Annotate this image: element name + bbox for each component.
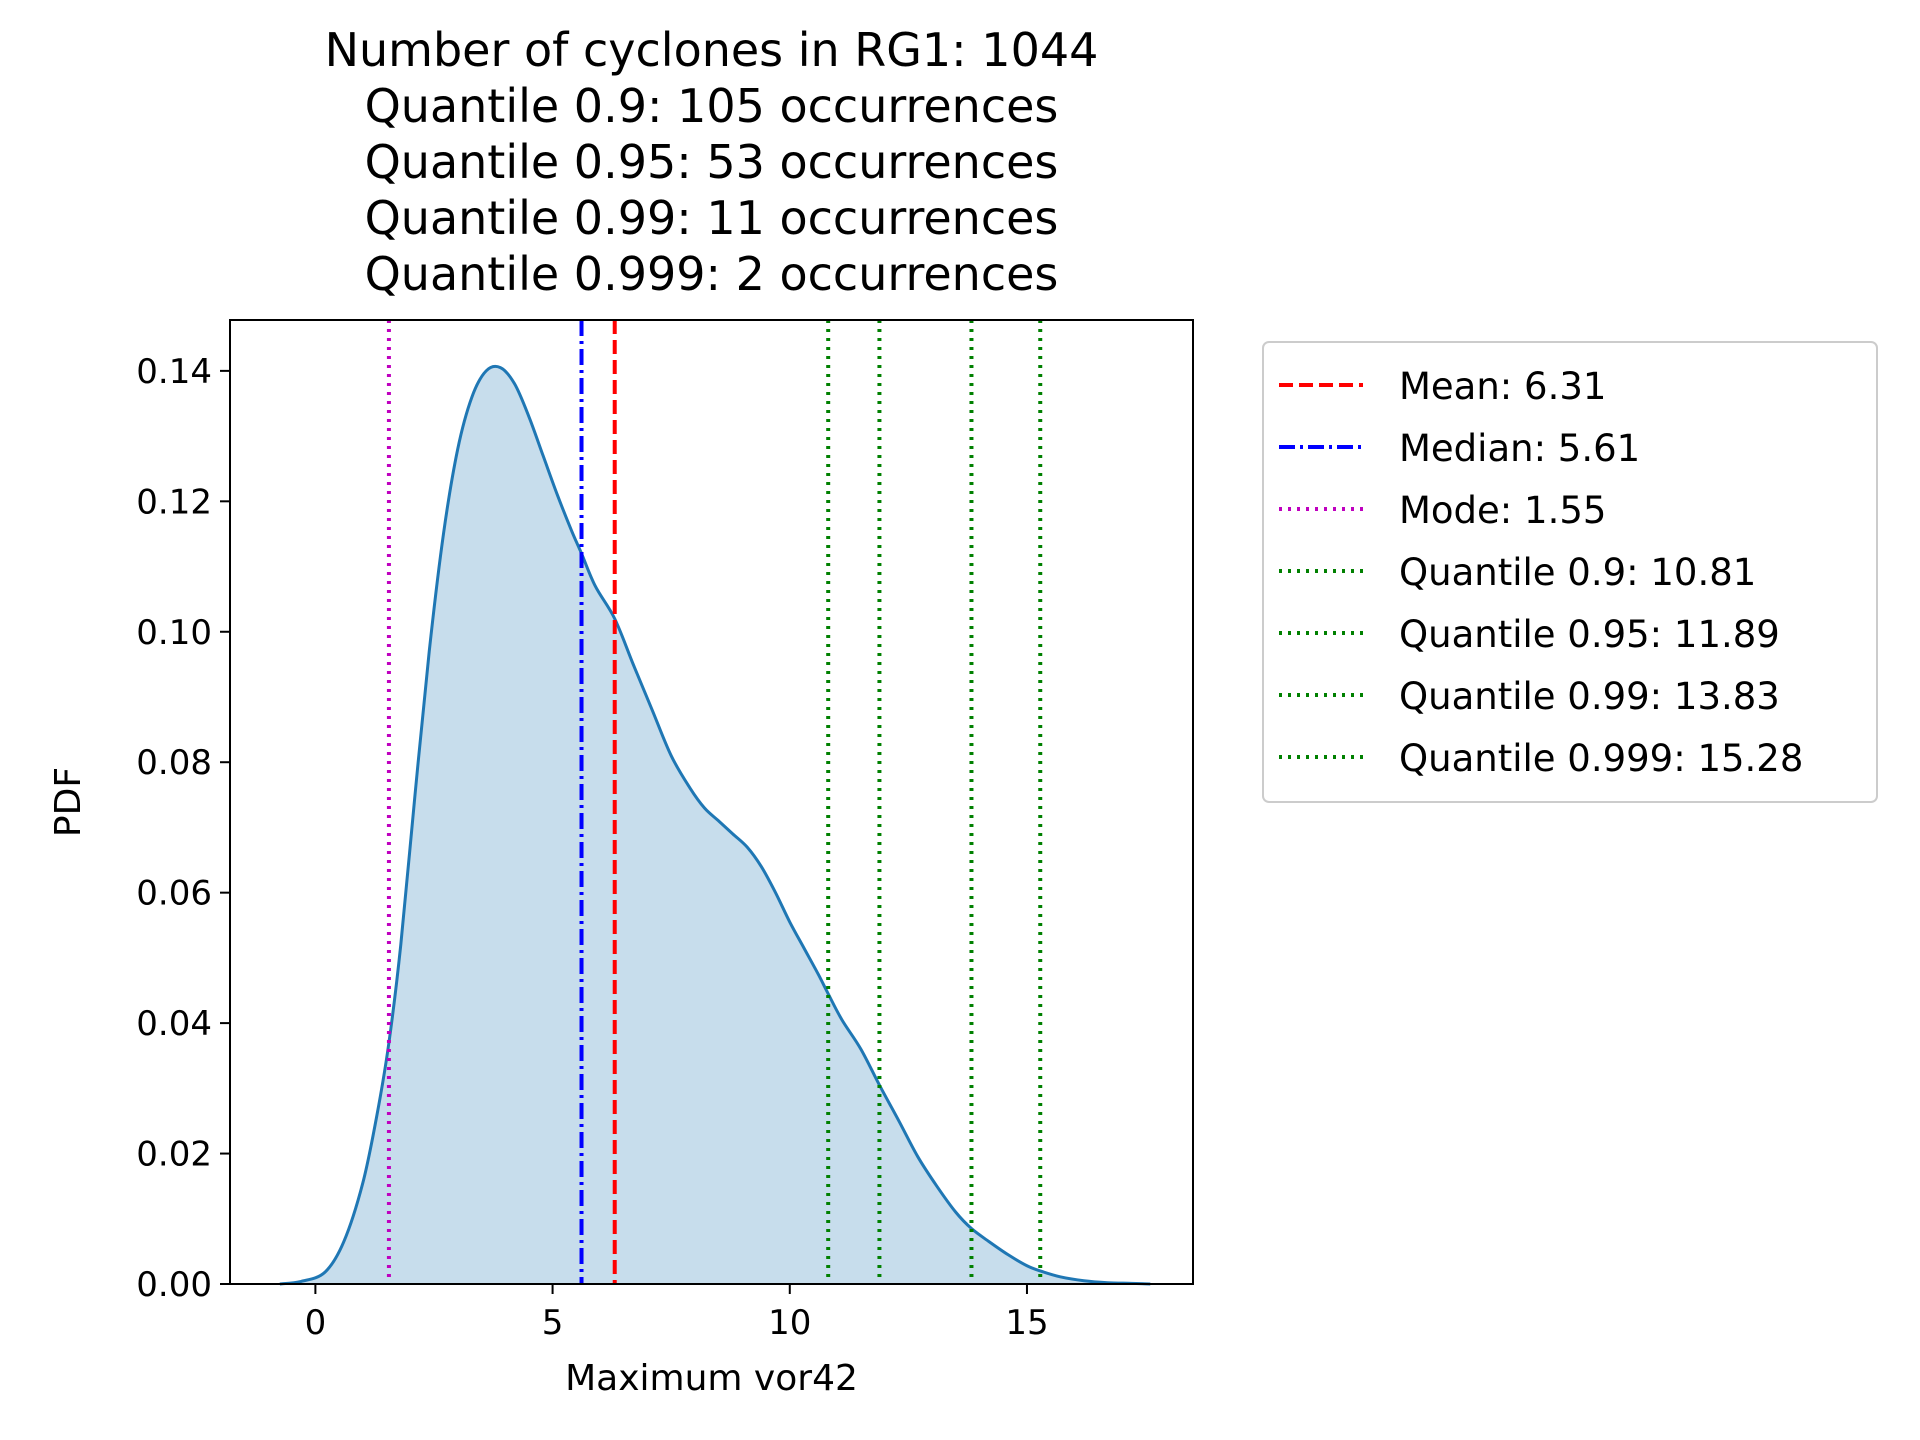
y-tick-label: 0.06 [136,874,212,914]
legend-entry: Quantile 0.95: 11.89 [1399,613,1780,656]
x-tick-label: 10 [768,1303,811,1343]
title-line: Quantile 0.99: 11 occurrences [365,191,1059,245]
y-axis-label: PDF [48,767,89,837]
legend-entry: Median: 5.61 [1399,427,1640,470]
legend-box [1262,341,1878,803]
y-tick-label: 0.12 [136,482,212,522]
y-tick-label: 0.08 [136,743,212,783]
y-tick-label: 0.10 [136,613,212,653]
legend-entry: Mean: 6.31 [1399,365,1606,408]
title-line: Quantile 0.95: 53 occurrences [365,135,1059,189]
x-tick-label: 15 [1005,1303,1048,1343]
axes-frame [229,319,1194,1285]
legend-entry: Quantile 0.999: 15.28 [1399,737,1803,780]
x-axis: 0 5 10 15 [305,1284,1049,1343]
x-tick-label: 0 [305,1303,327,1343]
chart-title: Number of cyclones in RG1: 1044Quantile … [325,23,1099,301]
y-tick-label: 0.14 [136,352,212,392]
plot-area [229,319,1194,1286]
legend-entry: Quantile 0.9: 10.81 [1399,551,1756,594]
kde-fill-area [279,366,1151,1284]
title-line: Number of cyclones in RG1: 1044 [325,23,1099,77]
y-tick-label: 0.00 [136,1265,212,1305]
title-line: Quantile 0.9: 105 occurrences [365,79,1059,133]
kde-curve [279,364,1151,1286]
legend-entry: Quantile 0.99: 13.83 [1399,675,1780,718]
x-tick-label: 5 [542,1303,564,1343]
reference-lines [386,320,1043,1284]
y-tick-label: 0.02 [136,1135,212,1175]
y-axis: 0.00 0.02 0.04 0.06 0.08 0.10 0.12 0.14 [136,352,230,1305]
x-axis-label: Maximum vor42 [565,1358,858,1399]
title-line: Quantile 0.999: 2 occurrences [365,247,1059,301]
legend: Mean: 6.31 Median: 5.61 Mode: 1.55 Quantile… [1262,341,1878,803]
legend-entry: Mode: 1.55 [1399,489,1606,532]
y-tick-label: 0.04 [136,1004,212,1044]
